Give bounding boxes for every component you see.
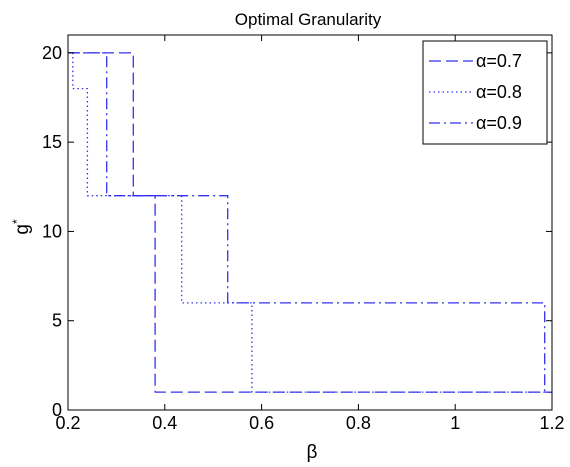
x-tick-label: 1.2 xyxy=(539,413,564,433)
legend-label-2: α=0.8 xyxy=(476,82,522,102)
plot-content xyxy=(68,52,552,393)
x-tick-label: 0.2 xyxy=(55,413,80,433)
x-tick-label: 0.6 xyxy=(249,413,274,433)
y-tick-label: 0 xyxy=(52,400,62,420)
axis-ticks: 0.2 0.4 0.6 0.8 1 1.2 0 5 10 15 20 xyxy=(42,35,565,433)
x-axis-label: β xyxy=(307,442,318,463)
series-line-1 xyxy=(68,52,552,393)
chart-title: Optimal Granularity xyxy=(235,10,382,29)
y-tick-label: 20 xyxy=(42,43,62,63)
series-line-2 xyxy=(68,52,552,393)
x-tick-label: 1 xyxy=(450,413,460,433)
y-axis-label-sup: * xyxy=(10,219,24,224)
series-line-3 xyxy=(68,52,552,393)
y-axis-label-base: g xyxy=(12,224,33,235)
y-tick-label: 5 xyxy=(52,311,62,331)
y-tick-label: 10 xyxy=(42,221,62,241)
x-tick-label: 0.4 xyxy=(152,413,177,433)
x-tick-label: 0.8 xyxy=(346,413,371,433)
legend-label-3: α=0.9 xyxy=(476,113,522,133)
legend: α=0.7 α=0.8 α=0.9 xyxy=(422,40,548,145)
plot-frame xyxy=(67,34,553,411)
legend-label-1: α=0.7 xyxy=(476,51,522,71)
y-axis-label: g* xyxy=(10,219,33,235)
y-tick-label: 15 xyxy=(42,132,62,152)
